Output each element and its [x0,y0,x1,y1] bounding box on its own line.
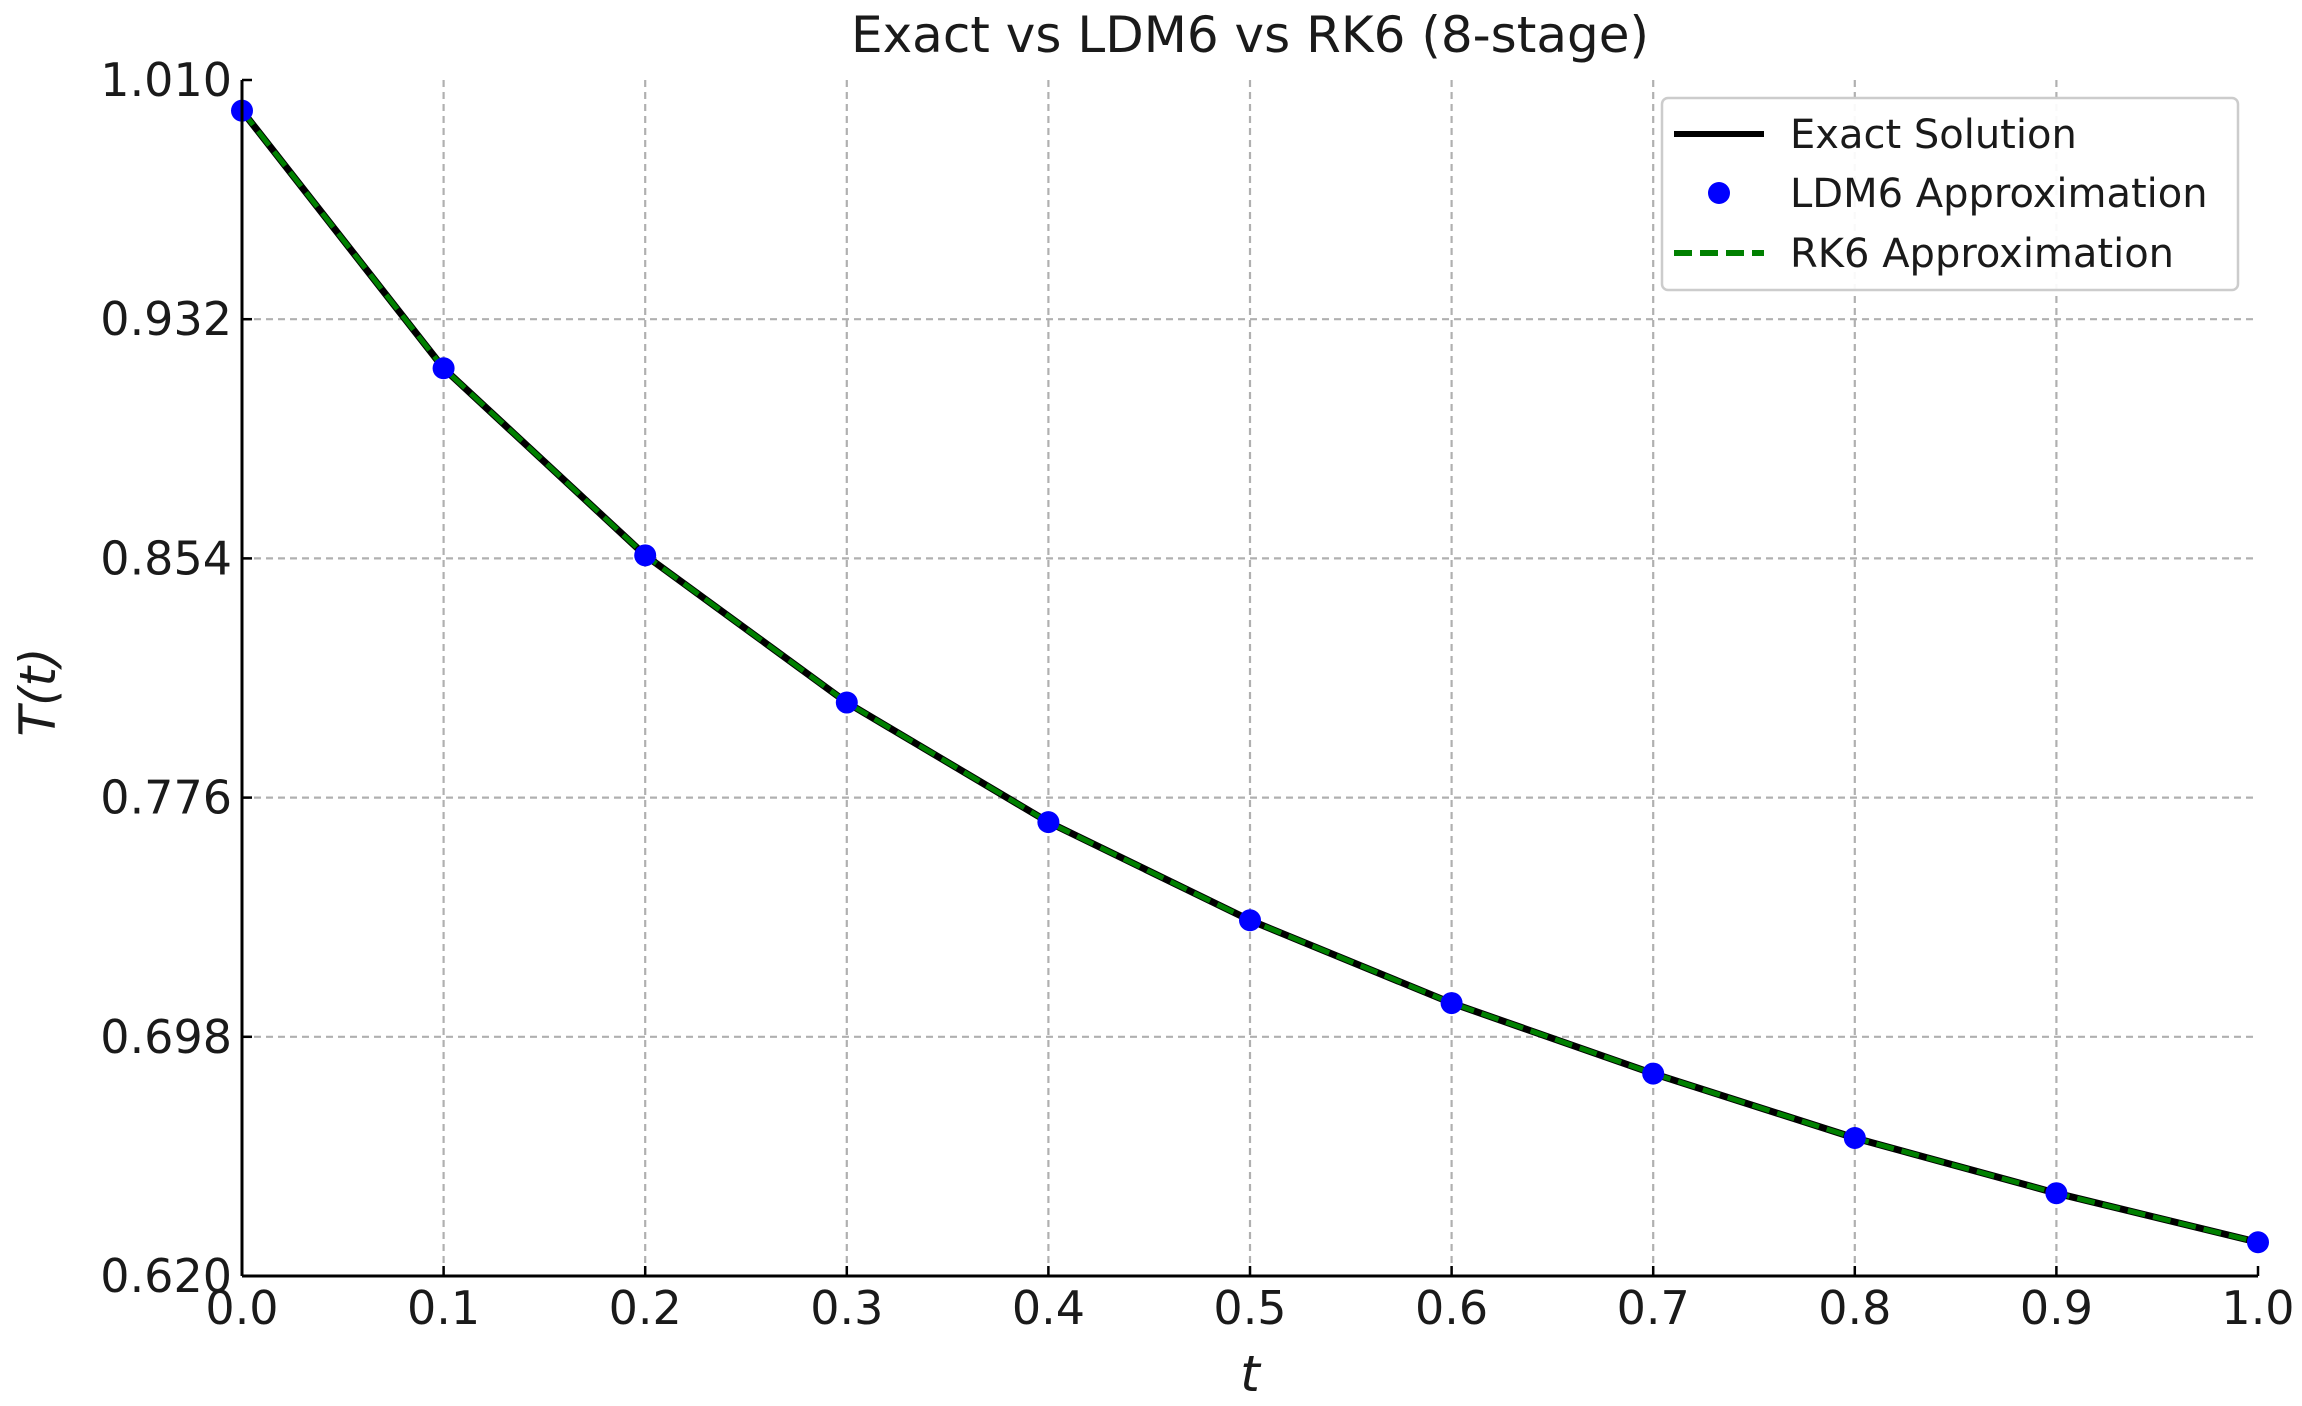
x-tick-label: 0.2 [609,1281,682,1335]
legend-ldm6-swatch [1708,182,1730,204]
legend-box [1660,96,2240,292]
legend-ldm6-label: LDM6 Approximation [1790,171,2208,217]
y-tick-label: 0.620 [100,1249,232,1303]
x-axis-ticks: 0.0 0.1 0.2 0.3 0.4 0.5 0.6 0.7 0.8 0.9 1.0 [205,1266,2295,1335]
ldm6-data-point [1440,992,1463,1015]
x-axis-label: t [1240,1345,1262,1403]
ldm6-data-point [2247,1231,2269,1254]
ldm6-data-point [835,691,858,714]
legend: Exact Solution LDM6 Approximation RK6 Ap… [1660,96,2240,292]
plot-series [231,99,2269,1254]
ldm6-data-point [1843,1127,1866,1149]
y-axis-ticks: 0.620 0.698 0.776 0.854 0.932 1.010 [100,53,252,1303]
x-tick-label: 1.0 [2221,1281,2294,1335]
x-tick-label: 0.6 [1415,1281,1488,1335]
legend-exact-label: Exact Solution [1790,112,2077,158]
x-tick-label: 0.8 [1818,1281,1891,1335]
x-tick-label: 0.3 [810,1281,883,1335]
x-tick-label: 0.0 [205,1281,278,1335]
legend-rk6-label: RK6 Approximation [1790,231,2174,277]
ldm6-data-point [2045,1182,2068,1205]
x-tick-label: 0.4 [1012,1281,1085,1335]
ldm6-data-point [432,357,455,380]
y-axis-label: T(t) [9,647,67,736]
x-tick-label: 0.7 [1617,1281,1690,1335]
ldm6-data-point [1642,1062,1665,1085]
x-tick-label: 0.9 [2020,1281,2093,1335]
chart-title: Exact vs LDM6 vs RK6 (8-stage) [851,6,1649,64]
y-tick-label: 0.854 [100,531,232,585]
x-tick-label: 0.5 [1213,1281,1286,1335]
y-tick-label: 0.776 [100,771,232,825]
y-tick-label: 1.010 [100,53,232,107]
x-tick-label: 0.1 [407,1281,480,1335]
ldm6-data-point [1239,909,1261,932]
ldm6-data-point [1037,811,1060,834]
y-tick-label: 0.932 [100,292,232,346]
ldm6-data-point [634,544,657,567]
y-tick-label: 0.698 [100,1010,232,1064]
